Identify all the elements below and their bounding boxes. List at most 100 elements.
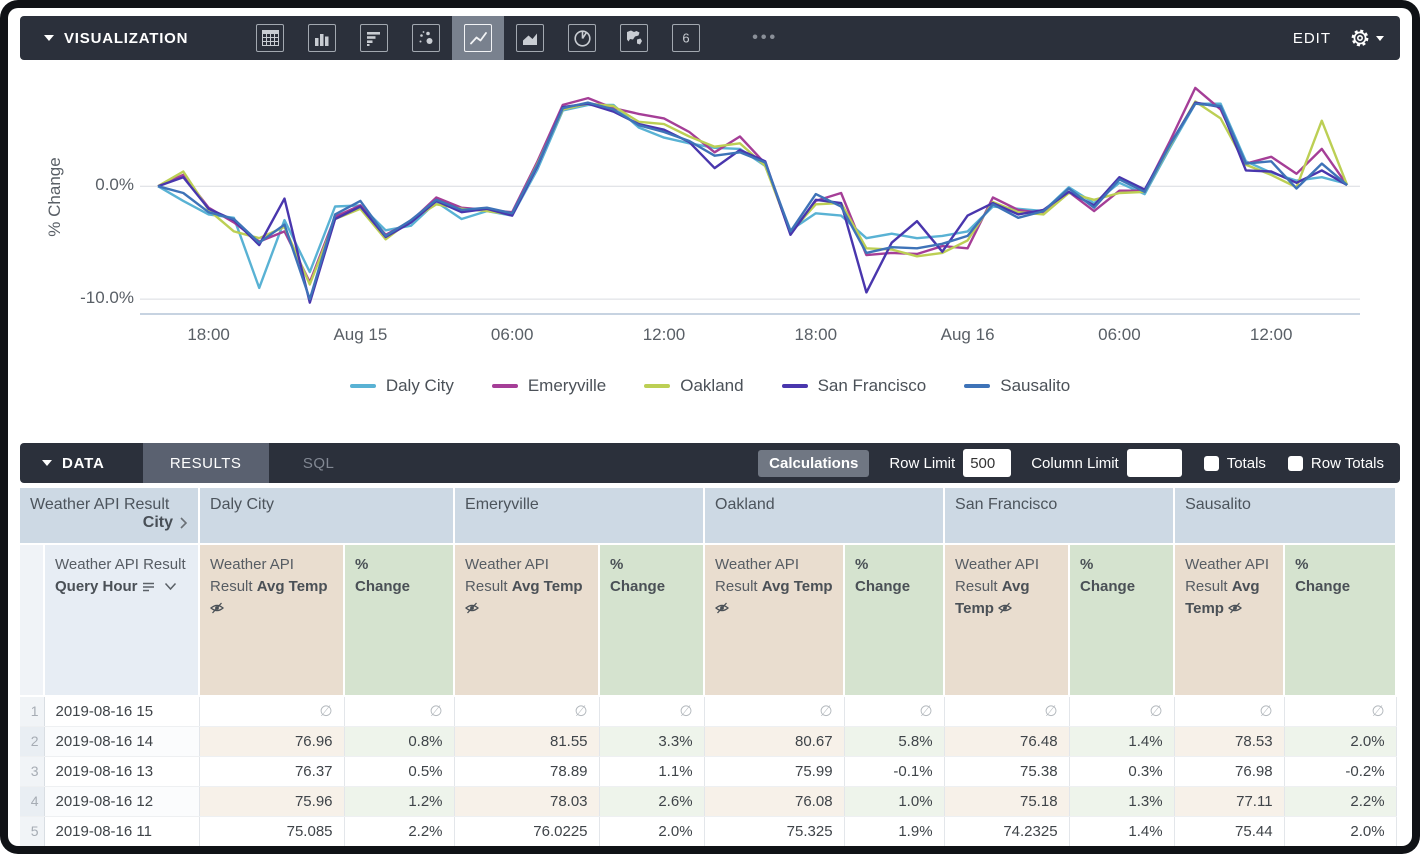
viz-type-scatter-button[interactable]	[400, 16, 452, 60]
pct-change-cell[interactable]: 2.0%	[1284, 726, 1397, 757]
pct-change-cell[interactable]: 0.3%	[1069, 756, 1175, 787]
avg-temp-cell[interactable]: ∅	[454, 696, 600, 727]
viz-type-map-button[interactable]	[608, 16, 660, 60]
avg-temp-cell[interactable]: 78.89	[454, 756, 600, 787]
eye-slash-icon[interactable]	[998, 602, 1013, 614]
chevron-down-icon[interactable]	[164, 582, 177, 591]
pct-change-cell[interactable]: -0.2%	[1284, 756, 1397, 787]
avg-temp-cell[interactable]: 76.37	[199, 756, 345, 787]
viz-type-pie-button[interactable]	[556, 16, 608, 60]
viz-type-area-button[interactable]	[504, 16, 556, 60]
avg-temp-cell[interactable]: 75.325	[704, 816, 845, 846]
pct-change-cell[interactable]: 0.5%	[344, 756, 455, 787]
pct-change-cell[interactable]: 2.0%	[1284, 816, 1397, 846]
pct-change-cell[interactable]: 1.4%	[1069, 726, 1175, 757]
pct-change-cell[interactable]: 1.4%	[1069, 816, 1175, 846]
pct-change-cell[interactable]: 2.0%	[599, 816, 705, 846]
pct-change-header[interactable]: % Change	[1284, 544, 1398, 697]
viz-type-single-value-button[interactable]: 6	[660, 16, 712, 60]
avg-temp-cell[interactable]: 75.18	[944, 786, 1070, 817]
calculations-button[interactable]: Calculations	[758, 449, 870, 477]
avg-temp-header[interactable]: Weather API Result Avg Temp	[1174, 544, 1286, 697]
data-collapse-toggle[interactable]: DATA	[20, 455, 105, 472]
pct-change-cell[interactable]: 1.2%	[344, 786, 455, 817]
legend-item-sausalito[interactable]: Sausalito	[964, 376, 1070, 396]
row-totals-checkbox[interactable]	[1287, 455, 1303, 471]
avg-temp-header[interactable]: Weather API Result Avg Temp	[944, 544, 1071, 697]
avg-temp-cell[interactable]: 74.2325	[944, 816, 1070, 846]
more-viz-types-button[interactable]: •••	[752, 29, 779, 46]
pct-change-header[interactable]: % Change	[844, 544, 946, 697]
query-hour-cell[interactable]: 2019-08-16 14	[44, 726, 200, 757]
avg-temp-cell[interactable]: 78.53	[1174, 726, 1285, 757]
eye-slash-icon[interactable]	[715, 602, 730, 614]
pct-change-header[interactable]: % Change	[599, 544, 706, 697]
tab-results[interactable]: RESULTS	[142, 443, 269, 483]
avg-temp-cell[interactable]: 76.08	[704, 786, 845, 817]
avg-temp-header[interactable]: Weather API Result Avg Temp	[454, 544, 601, 697]
pct-change-cell[interactable]: 5.8%	[844, 726, 945, 757]
pct-change-header[interactable]: % Change	[1069, 544, 1176, 697]
pct-change-cell[interactable]: ∅	[844, 696, 945, 727]
pct-change-cell[interactable]: 2.6%	[599, 786, 705, 817]
avg-temp-cell[interactable]: ∅	[199, 696, 345, 727]
eye-slash-icon[interactable]	[210, 602, 225, 614]
sort-icon[interactable]	[142, 581, 156, 593]
pct-change-cell[interactable]: 0.8%	[344, 726, 455, 757]
pct-change-cell[interactable]: 1.1%	[599, 756, 705, 787]
avg-temp-cell[interactable]: ∅	[944, 696, 1070, 727]
eye-slash-icon[interactable]	[1228, 602, 1243, 614]
query-hour-cell[interactable]: 2019-08-16 13	[44, 756, 200, 787]
avg-temp-cell[interactable]: 75.99	[704, 756, 845, 787]
avg-temp-cell[interactable]: 78.03	[454, 786, 600, 817]
viz-type-line-button[interactable]	[452, 16, 505, 60]
pct-change-cell[interactable]: 1.3%	[1069, 786, 1175, 817]
column-limit-input[interactable]	[1126, 449, 1182, 477]
avg-temp-cell[interactable]: 75.38	[944, 756, 1070, 787]
legend-item-san-francisco[interactable]: San Francisco	[781, 376, 926, 396]
pct-change-cell[interactable]: 2.2%	[1284, 786, 1397, 817]
query-hour-cell[interactable]: 2019-08-16 15	[44, 696, 200, 727]
totals-checkbox[interactable]	[1203, 455, 1219, 471]
avg-temp-cell[interactable]: 80.67	[704, 726, 845, 757]
pct-change-cell[interactable]: ∅	[1284, 696, 1397, 727]
pct-change-cell[interactable]: -0.1%	[844, 756, 945, 787]
avg-temp-cell[interactable]: 77.11	[1174, 786, 1285, 817]
pct-change-cell[interactable]: 1.9%	[844, 816, 945, 846]
eye-slash-icon[interactable]	[465, 602, 480, 614]
avg-temp-header[interactable]: Weather API Result Avg Temp	[199, 544, 346, 697]
pct-change-cell[interactable]: 1.0%	[844, 786, 945, 817]
pct-change-cell[interactable]: 2.2%	[344, 816, 455, 846]
legend-item-oakland[interactable]: Oakland	[644, 376, 744, 396]
avg-temp-cell[interactable]: ∅	[1174, 696, 1285, 727]
avg-temp-cell[interactable]: 76.98	[1174, 756, 1285, 787]
city-pivot-header[interactable]: Weather API Result City	[20, 488, 201, 545]
avg-temp-cell[interactable]: 76.96	[199, 726, 345, 757]
pct-change-cell[interactable]: ∅	[344, 696, 455, 727]
avg-temp-cell[interactable]: 75.44	[1174, 816, 1285, 846]
pct-change-cell[interactable]: ∅	[599, 696, 705, 727]
avg-temp-cell[interactable]: 75.085	[199, 816, 345, 846]
query-hour-cell[interactable]: 2019-08-16 11	[44, 816, 200, 846]
avg-temp-cell[interactable]: 75.96	[199, 786, 345, 817]
pct-change-cell[interactable]: ∅	[1069, 696, 1175, 727]
legend-item-daly-city[interactable]: Daly City	[349, 376, 454, 396]
query-hour-cell[interactable]: 2019-08-16 12	[44, 786, 200, 817]
legend-item-emeryville[interactable]: Emeryville	[491, 376, 606, 396]
pct-change-cell[interactable]: 3.3%	[599, 726, 705, 757]
avg-temp-cell[interactable]: 76.0225	[454, 816, 600, 846]
viz-type-bar-button[interactable]	[348, 16, 400, 60]
pct-change-header[interactable]: % Change	[344, 544, 456, 697]
row-limit-input[interactable]	[963, 449, 1012, 477]
avg-temp-cell[interactable]: 81.55	[454, 726, 600, 757]
viz-type-table-button[interactable]	[244, 16, 296, 60]
visualization-collapse-toggle[interactable]: VISUALIZATION	[20, 30, 188, 47]
viz-settings-button[interactable]	[1349, 27, 1384, 49]
query-hour-header[interactable]: Weather API Result Query Hour	[44, 544, 201, 697]
viz-type-column-button[interactable]	[296, 16, 348, 60]
avg-temp-cell[interactable]: 76.48	[944, 726, 1070, 757]
avg-temp-cell[interactable]: ∅	[704, 696, 845, 727]
edit-button[interactable]: EDIT	[1292, 29, 1331, 47]
avg-temp-header[interactable]: Weather API Result Avg Temp	[704, 544, 846, 697]
tab-sql[interactable]: SQL	[302, 454, 335, 472]
